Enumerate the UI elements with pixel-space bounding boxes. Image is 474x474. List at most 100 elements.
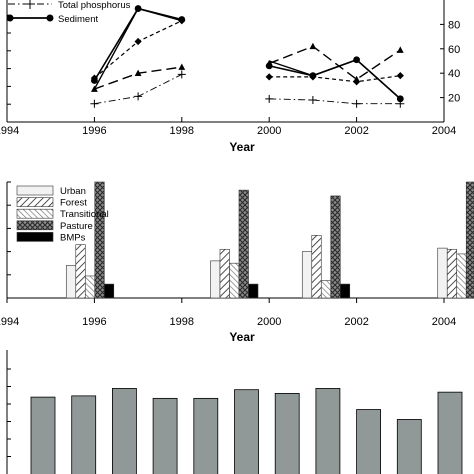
landuse-x-tick-label: 1996 bbox=[82, 316, 106, 328]
bottom-bar-panel bbox=[6, 350, 463, 474]
landuse-x-tick-labels: 1994 1996 1998 2000 2002 2004 bbox=[0, 316, 456, 328]
data-point-plus bbox=[265, 94, 274, 103]
landuse-x-tick-label: 1994 bbox=[0, 316, 19, 328]
bottom-bar bbox=[30, 396, 56, 474]
x-tick-label: 2004 bbox=[432, 125, 456, 137]
line-y-tick-labels: 20 40 60 80 bbox=[448, 19, 460, 104]
bar-group-3 bbox=[301, 195, 351, 299]
legend-swatch bbox=[16, 232, 54, 242]
landuse-x-tick-label: 1998 bbox=[170, 316, 194, 328]
data-point-circle bbox=[134, 5, 142, 12]
legend-swatch bbox=[16, 197, 54, 207]
data-point-triangle bbox=[396, 46, 404, 53]
bottom-bar bbox=[315, 388, 341, 474]
line-legend: Total phosphorus Sediment bbox=[6, 0, 131, 25]
bar-pasture bbox=[94, 181, 105, 299]
data-point-diamond bbox=[134, 37, 142, 46]
legend-swatch bbox=[16, 220, 54, 231]
data-point-plus bbox=[134, 92, 143, 101]
bar-urban bbox=[210, 260, 221, 299]
data-point-circle bbox=[309, 72, 317, 80]
bar-urban bbox=[437, 247, 448, 299]
legend-swatch bbox=[16, 208, 54, 219]
x-tick-label: 1994 bbox=[0, 125, 19, 137]
legend-item-total-phosphorus: Total phosphorus bbox=[8, 0, 131, 11]
landuse-x-tick-label: 2002 bbox=[344, 316, 368, 328]
data-point-triangle bbox=[134, 69, 142, 76]
bar-transitional bbox=[229, 262, 240, 299]
series-line bbox=[93, 7, 182, 90]
data-point-triangle bbox=[91, 85, 98, 92]
bottom-bar bbox=[274, 392, 300, 474]
landuse-x-axis-title: Year bbox=[229, 330, 255, 344]
legend-plus-marker bbox=[25, 0, 35, 9]
legend-label-sediment: Sediment bbox=[58, 14, 98, 25]
series-line bbox=[269, 75, 401, 83]
legend-circle-marker bbox=[6, 14, 14, 22]
data-point-triangle bbox=[178, 63, 186, 70]
bottom-bar bbox=[71, 395, 97, 474]
bar-bmps bbox=[248, 283, 259, 299]
landuse-x-tick-label: 2000 bbox=[257, 316, 281, 328]
line-series-1 bbox=[93, 7, 401, 100]
bar-forest bbox=[219, 248, 230, 299]
x-tick-label: 1998 bbox=[170, 125, 194, 137]
legend-swatch bbox=[16, 185, 54, 196]
legend-item-urban: Urban bbox=[16, 185, 86, 197]
legend-label-bmps: BMPs bbox=[60, 232, 86, 243]
data-point-triangle bbox=[309, 42, 317, 50]
line-x-axis-title: Year bbox=[229, 140, 255, 154]
x-tick-label: 1996 bbox=[82, 125, 106, 137]
legend-circle-marker bbox=[46, 14, 54, 22]
bottom-bar bbox=[152, 397, 178, 474]
bar-transitional bbox=[320, 280, 332, 299]
right-y-tick-label: 20 bbox=[448, 93, 460, 105]
data-point-triangle bbox=[353, 75, 360, 83]
line-panel: 1994 1996 1998 2000 2002 2004 20 40 60 80 Year T… bbox=[0, 0, 460, 154]
bar-bmps bbox=[339, 283, 351, 299]
x-tick-label: 2000 bbox=[257, 125, 281, 137]
legend-label-urban: Urban bbox=[60, 186, 86, 197]
landuse-bars-layer bbox=[65, 181, 474, 299]
data-point-plus bbox=[308, 96, 317, 105]
bar-pasture bbox=[330, 195, 341, 299]
bottom-bar bbox=[112, 388, 137, 474]
line-tick-marks bbox=[6, 14, 445, 123]
bar-group-1 bbox=[65, 181, 115, 299]
line-plot-frame bbox=[6, 0, 445, 123]
series-line bbox=[269, 58, 401, 100]
line-series-5 bbox=[91, 5, 404, 103]
bar-pasture bbox=[465, 181, 474, 299]
right-y-tick-label: 80 bbox=[448, 19, 460, 31]
data-point-circle bbox=[396, 95, 404, 103]
bar-forest bbox=[446, 248, 458, 299]
bottom-bar bbox=[193, 397, 219, 474]
bar-urban bbox=[301, 251, 313, 299]
bar-pasture bbox=[238, 189, 249, 299]
data-point-circle bbox=[91, 77, 98, 84]
bottom-tick-marks bbox=[7, 368, 11, 457]
data-point-plus bbox=[352, 99, 361, 108]
data-point-diamond bbox=[265, 73, 273, 81]
bar-bmps bbox=[103, 283, 115, 299]
bar-urban bbox=[65, 265, 77, 299]
bar-transitional bbox=[84, 275, 96, 299]
right-y-tick-label: 60 bbox=[448, 44, 460, 56]
data-point-diamond bbox=[396, 72, 404, 80]
bar-transitional bbox=[456, 253, 467, 299]
legend-label-forest: Forest bbox=[60, 198, 87, 209]
bottom-bar bbox=[356, 409, 382, 474]
bottom-bar bbox=[234, 389, 259, 474]
line-x-tick-labels: 1994 1996 1998 2000 2002 2004 bbox=[0, 125, 456, 137]
data-point-circle bbox=[353, 56, 360, 64]
bottom-bar bbox=[396, 419, 422, 474]
legend-item-bmps: BMPs bbox=[16, 232, 86, 243]
landuse-tick-marks bbox=[6, 181, 445, 303]
x-tick-label: 2002 bbox=[344, 125, 368, 137]
landuse-bar-panel: 1994 1996 1998 2000 2002 2004 Year UrbanFores… bbox=[0, 181, 474, 344]
data-point-plus bbox=[177, 70, 186, 79]
legend-item-sediment: Sediment bbox=[6, 14, 98, 25]
legend-label-transitional: Transitional bbox=[60, 209, 109, 220]
